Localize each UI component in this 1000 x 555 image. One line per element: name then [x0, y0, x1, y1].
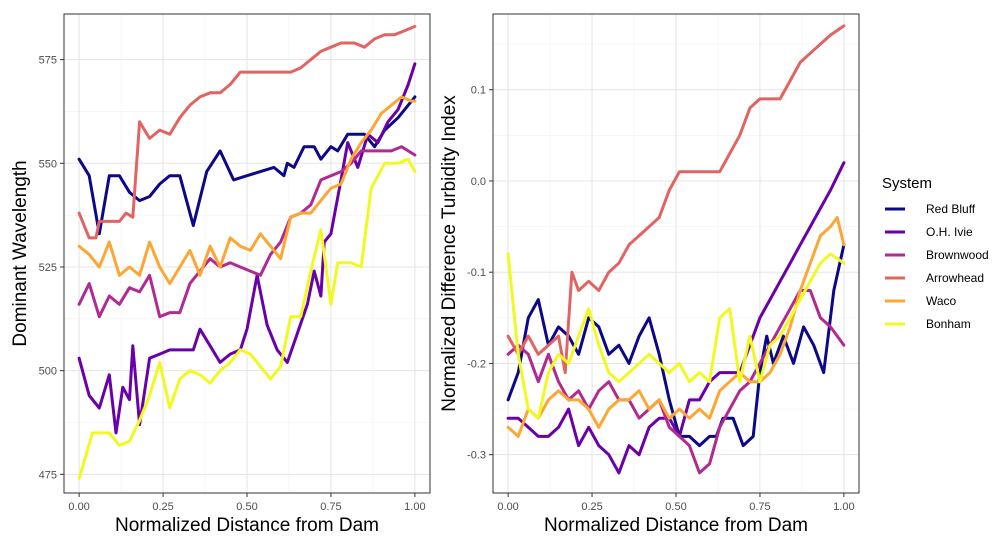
x-tick-label: 1.00 [404, 501, 425, 513]
x-tick-label: 0.75 [320, 501, 341, 513]
series-line-arrowhead [77, 24, 417, 240]
y-tick-label: 525 [39, 262, 57, 274]
x-ticks-right: 0.00 0.25 0.50 0.75 1.00 [497, 493, 855, 513]
legend-label-bonham: Bonham [926, 317, 971, 331]
x-tick-label: 0.25 [581, 501, 602, 513]
series-line-o-h-ivie [506, 161, 846, 475]
x-tick-label: 0.25 [152, 501, 173, 513]
legend-label-o-h-ivie: O.H. Ivie [926, 225, 973, 239]
legend-title: System [882, 175, 932, 192]
y-tick-label: 550 [39, 158, 57, 170]
panel-left: 0.00 0.25 0.50 0.75 1.00 475 500 525 550 575 Nor… [10, 13, 431, 536]
legend: System Red Bluff O.H. Ivie Brownwood Arrowh… [882, 175, 989, 331]
y-ticks-right: -0.3 -0.2 -0.1 0.0 0.1 [467, 85, 493, 462]
series-left [77, 24, 417, 480]
series-line-bonham [77, 157, 417, 480]
gridlines-left [64, 14, 430, 493]
legend-label-arrowhead: Arrowhead [926, 271, 984, 285]
series-line-arrowhead [506, 24, 846, 375]
y-tick-label: -0.2 [467, 358, 486, 370]
y-tick-label: -0.3 [467, 450, 486, 462]
x-tick-label: 0.00 [497, 501, 518, 513]
y-axis-title-right: Normalized Difference Turbidity Index [439, 95, 460, 412]
panel-right: 0.00 0.25 0.50 0.75 1.00 -0.3-0.2-0.10.00.1 … [439, 13, 860, 536]
x-axis-title-right: Normalized Distance from Dam [544, 515, 808, 536]
x-tick-label: 0.50 [665, 501, 686, 513]
x-tick-label: 0.50 [236, 501, 257, 513]
legend-items: Red Bluff O.H. Ivie Brownwood Arrowhead Waco… [885, 202, 989, 331]
y-axis-title-left: Dominant Wavelength [10, 160, 31, 346]
series-line-brownwood [506, 289, 846, 475]
series-line-bonham [506, 252, 846, 420]
x-tick-label: 1.00 [833, 501, 854, 513]
x-ticks-left: 0.00 0.25 0.50 0.75 1.00 [68, 493, 426, 513]
y-tick-label: 475 [39, 469, 57, 481]
y-tick-label: -0.1 [467, 267, 486, 279]
y-tick-label: 575 [39, 55, 57, 67]
series-line-brownwood [77, 145, 417, 319]
y-tick-label: 0.1 [471, 85, 486, 97]
x-tick-label: 0.00 [68, 501, 89, 513]
series-line-waco [77, 95, 417, 286]
y-tick-label: 0.0 [471, 176, 486, 188]
y-ticks-left: 475 500 525 550 575 [39, 55, 64, 481]
series-line-red-bluff [77, 95, 417, 236]
x-tick-label: 0.75 [749, 501, 770, 513]
legend-label-brownwood: Brownwood [926, 248, 989, 262]
y-tick-label: 500 [39, 366, 57, 378]
x-axis-title-left: Normalized Distance from Dam [115, 515, 379, 536]
legend-label-waco: Waco [926, 294, 957, 308]
series-right [506, 24, 846, 475]
legend-label-red-bluff: Red Bluff [926, 202, 976, 216]
